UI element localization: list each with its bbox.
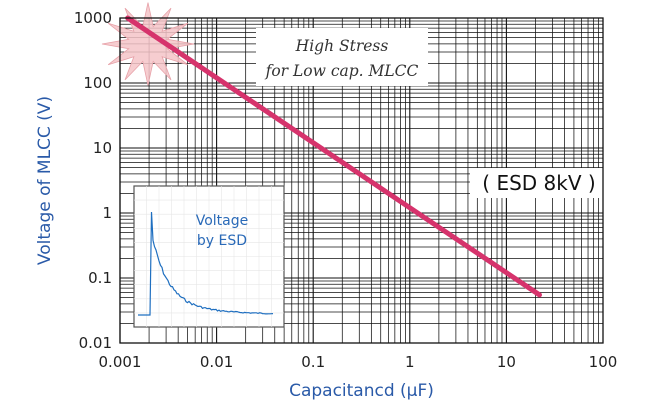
plot-border	[119, 17, 604, 344]
y-axis-label: Voltage of MLCC (V)	[35, 96, 55, 265]
y-tick-label: 1000	[74, 9, 112, 27]
voltage-series-line	[125, 15, 542, 298]
y-tick-label: 100	[83, 74, 112, 92]
x-tick-labels: 0.001 0.01 0.1 1 10 100	[99, 353, 618, 371]
y-tick-label: 0.01	[79, 334, 112, 352]
x-tick-label: 0.1	[301, 353, 325, 371]
x-axis-label: Capacitancd (µF)	[289, 381, 434, 401]
starburst-highlight	[101, 2, 195, 86]
high-stress-label: High Stress	[295, 37, 389, 55]
x-tick-label: 10	[497, 353, 516, 371]
inset-label-voltage: Voltage	[196, 213, 249, 229]
x-tick-label: 0.001	[99, 353, 142, 371]
esd-waveform	[138, 211, 274, 316]
high-stress-callout-box	[256, 28, 428, 86]
esd-label-box	[470, 168, 608, 198]
esd-waveform-inset: Voltage by ESD	[133, 185, 285, 328]
inset-grid	[134, 186, 284, 327]
x-tick-label: 0.01	[200, 353, 233, 371]
y-tick-label: 0.1	[88, 269, 112, 287]
x-tick-label: 100	[589, 353, 618, 371]
x-tick-label: 1	[405, 353, 415, 371]
high-stress-sublabel: for Low cap. MLCC	[265, 62, 419, 80]
inset-label-by-esd: by ESD	[197, 233, 247, 249]
y-tick-labels: 1000 100 10 1 0.1 0.01	[74, 9, 112, 352]
y-tick-label: 10	[93, 139, 112, 157]
esd-label: ( ESD 8kV )	[482, 171, 595, 195]
y-tick-label: 1	[102, 204, 112, 222]
